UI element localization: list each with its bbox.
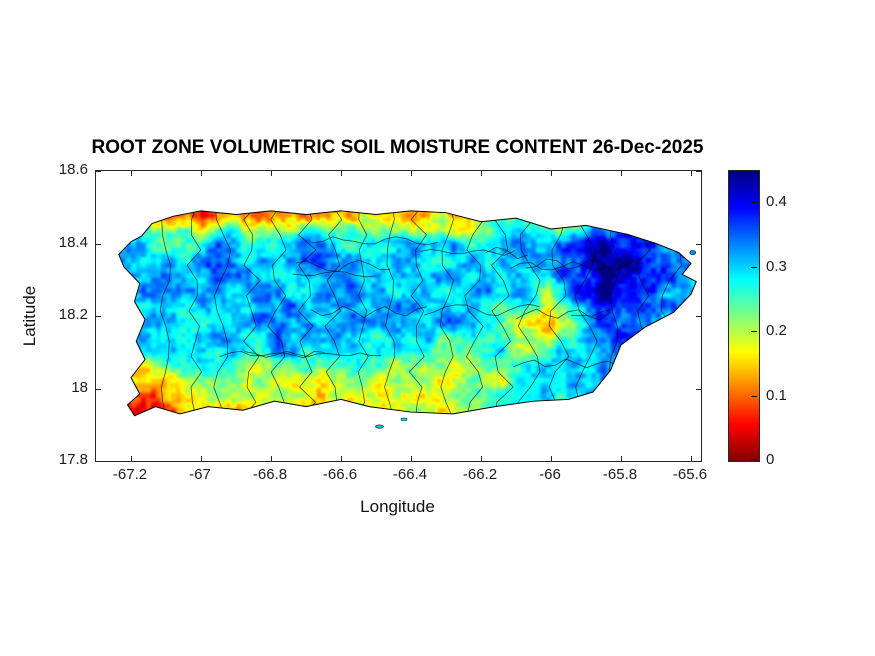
colorbar-tick-mark bbox=[751, 331, 757, 332]
y-tick-label: 18.6 bbox=[58, 161, 88, 178]
y-tick-label: 18.2 bbox=[58, 306, 88, 323]
chart-title: ROOT ZONE VOLUMETRIC SOIL MOISTURE CONTE… bbox=[91, 137, 704, 158]
colorbar-tick-label: 0 bbox=[766, 451, 775, 468]
colorbar-tick-mark bbox=[751, 202, 757, 203]
y-tick-label: 17.8 bbox=[58, 451, 88, 468]
y-tick-label: 18.4 bbox=[58, 233, 88, 251]
plot-area bbox=[95, 170, 702, 462]
colorbar-tick-mark bbox=[751, 267, 757, 268]
x-tick-label: -65.8 bbox=[602, 466, 638, 483]
x-tick-label: -66.6 bbox=[322, 466, 358, 483]
x-tick-label: -65.6 bbox=[672, 466, 708, 483]
x-tick-label: -67 bbox=[189, 466, 211, 483]
x-axis-label: Longitude bbox=[360, 497, 435, 516]
colorbar-tick-mark bbox=[751, 396, 757, 397]
x-tick-label: -67.2 bbox=[112, 466, 148, 483]
colorbar-tick-label: 0.3 bbox=[766, 257, 787, 275]
colorbar-tick-mark bbox=[751, 459, 757, 460]
colorbar-tick-label: 0.2 bbox=[766, 322, 787, 340]
colorbar-tick-label: 0.4 bbox=[766, 193, 787, 211]
y-axis-label: Latitude bbox=[20, 285, 39, 347]
soil-moisture-map-canvas bbox=[96, 171, 701, 461]
colorbar bbox=[728, 170, 760, 462]
x-tick-label: -66.4 bbox=[392, 466, 428, 483]
x-tick-label: -66.8 bbox=[252, 466, 288, 483]
colorbar-tick-label: 0.1 bbox=[766, 386, 787, 404]
x-tick-label: -66 bbox=[539, 466, 561, 483]
y-tick-label: 18 bbox=[71, 378, 88, 396]
x-tick-label: -66.2 bbox=[462, 466, 498, 483]
